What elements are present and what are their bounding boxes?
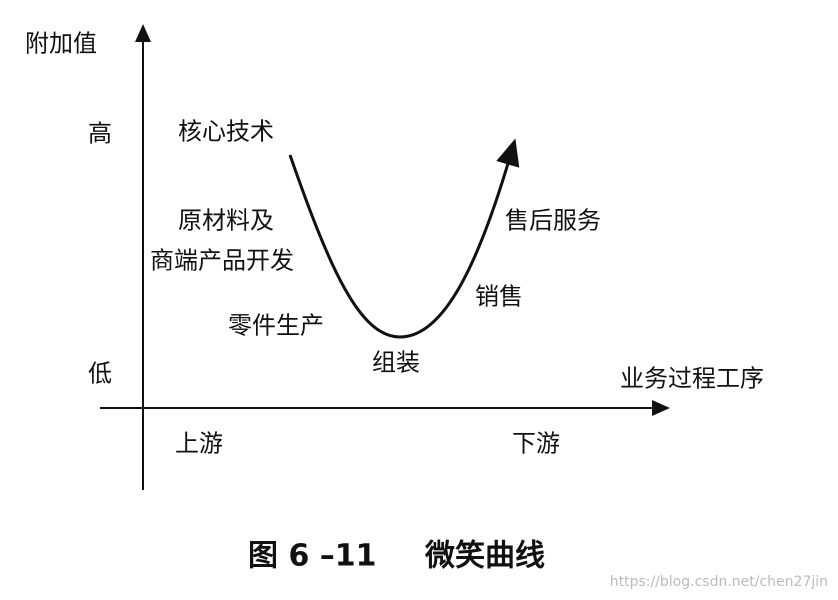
stage-label: 原材料及	[178, 207, 274, 235]
caption-figure: 图 6 –11	[248, 539, 377, 574]
stage-label: 销售	[475, 283, 523, 311]
level-high: 高	[88, 120, 112, 148]
watermark: https://blog.csdn.net/chen27jin	[610, 574, 828, 590]
stage-label: 组装	[372, 349, 420, 377]
stage-label: 核心技术	[178, 118, 274, 146]
y-axis-label: 附加值	[25, 30, 97, 58]
stage-label: 零件生产	[228, 312, 324, 340]
stage-label: 售后服务	[505, 207, 601, 235]
smile-curve	[288, 138, 520, 339]
level-low: 低	[88, 360, 112, 388]
downstream-label: 下游	[512, 430, 560, 458]
caption-title: 微笑曲线	[424, 539, 545, 574]
x-axis-label: 业务过程工序	[620, 365, 764, 393]
upstream-label: 上游	[175, 430, 223, 458]
stage-label: 商端产品开发	[150, 247, 294, 275]
